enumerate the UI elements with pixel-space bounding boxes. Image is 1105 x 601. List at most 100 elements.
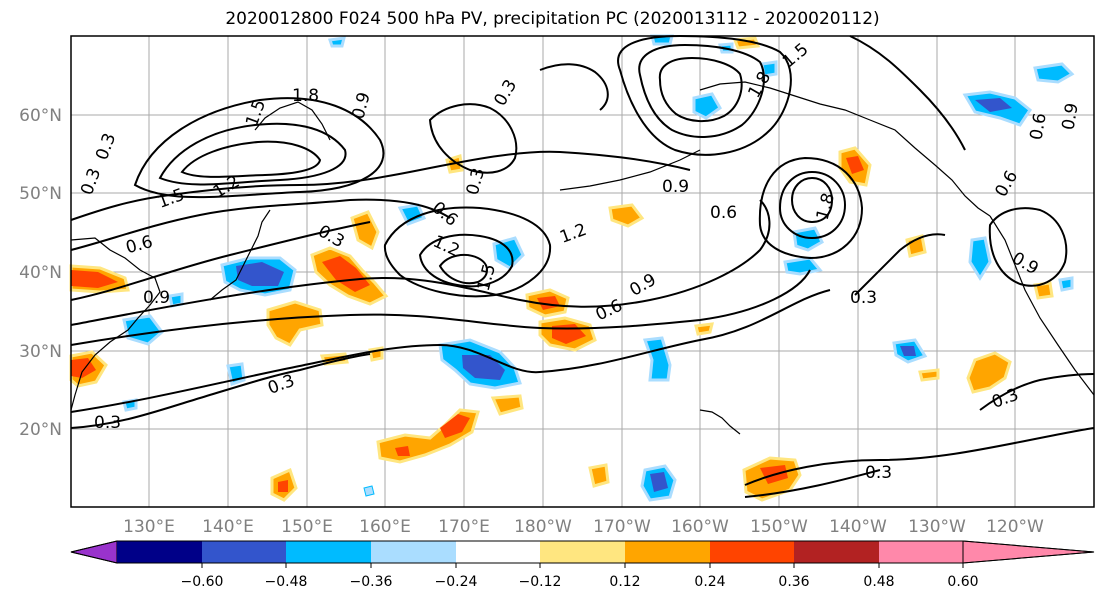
coastline-asia xyxy=(70,237,161,411)
colorbar-tick: 0.60 xyxy=(947,574,978,590)
colorbar: −0.60 −0.48 −0.36 −0.24 −0.12 0.12 0.24 … xyxy=(70,540,1095,590)
lon-label: 130°E xyxy=(123,517,175,537)
pv-contour-ring xyxy=(778,170,847,240)
colorbar-tick: 0.12 xyxy=(609,574,640,590)
lat-label: 50°N xyxy=(19,184,62,204)
colorbar-tick: 0.48 xyxy=(863,574,894,590)
colorbar-tick: −0.48 xyxy=(265,574,308,590)
pv-contour-ring xyxy=(758,156,864,260)
precip-positive-patch xyxy=(266,300,324,347)
pv-contour-ring xyxy=(180,140,322,178)
pv-contour-line xyxy=(849,35,966,151)
lat-label: 40°N xyxy=(19,263,62,283)
colorbar-tick: −0.24 xyxy=(435,574,478,590)
colorbar-tick: −0.12 xyxy=(519,574,562,590)
contour-label: 0.9 xyxy=(143,288,170,308)
pv-contour-line xyxy=(70,198,451,251)
lat-label: 60°N xyxy=(19,106,62,126)
lat-label: 20°N xyxy=(19,420,62,440)
lon-label: 150°E xyxy=(281,517,333,537)
colorbar-tick: 0.36 xyxy=(778,574,809,590)
lon-label: 140°E xyxy=(202,517,254,537)
lon-label: 130°W xyxy=(908,517,966,537)
precip-negative-patch xyxy=(328,36,346,48)
colorbar-segment xyxy=(286,541,371,563)
pv-contour-line xyxy=(70,221,371,301)
lon-label: 160°E xyxy=(359,517,411,537)
contour-label: 1.8 xyxy=(292,86,319,106)
precip-negative-patch xyxy=(1033,62,1075,84)
precip-negative-core xyxy=(236,262,284,286)
precip-positive-patch xyxy=(490,394,524,416)
precip-positive-patch xyxy=(966,351,1012,394)
colorbar-segment xyxy=(117,541,202,563)
contour-label: 0.6 xyxy=(710,203,737,223)
colorbar-extend-right xyxy=(962,540,1095,564)
precipitation-anomaly-patches xyxy=(69,34,1075,502)
precip-negative-patch xyxy=(968,236,992,281)
colorbar-ticks xyxy=(201,563,964,568)
pv-contour-ring xyxy=(383,206,552,298)
longitude-labels: 130°E 140°E 150°E 160°E 170°E 180°W 170°… xyxy=(123,517,1044,537)
colorbar-segment xyxy=(540,541,625,563)
precip-positive-core xyxy=(71,270,118,288)
contour-label: 0.3 xyxy=(850,288,877,308)
colorbar-tick: −0.60 xyxy=(181,574,224,590)
colorbar-tick: −0.36 xyxy=(350,574,393,590)
colorbar-segment xyxy=(710,541,794,563)
latitude-labels: 60°N 50°N 40°N 30°N 20°N xyxy=(19,106,62,440)
precip-negative-patch xyxy=(397,203,427,226)
precip-negative-core xyxy=(462,355,505,380)
precip-positive-core xyxy=(395,446,410,456)
coastlines xyxy=(70,81,1095,435)
map-border xyxy=(70,35,1095,508)
contour-label: 0.6 xyxy=(1026,111,1050,141)
pv-contour-line xyxy=(539,63,609,111)
precip-positive-patch xyxy=(918,368,940,382)
pv-contour-ring xyxy=(418,233,514,288)
coastline-hawaii xyxy=(699,409,741,435)
lon-label: 160°W xyxy=(671,517,729,537)
lon-label: 150°W xyxy=(750,517,808,537)
pv-contour-line xyxy=(70,289,831,413)
precip-positive-core xyxy=(440,414,470,438)
pv-contour-ring xyxy=(790,176,834,224)
colorbar-outline xyxy=(70,540,1095,564)
pv-contour-line xyxy=(744,427,1095,486)
colorbar-tick-labels: −0.60 −0.48 −0.36 −0.24 −0.12 0.12 0.24 … xyxy=(181,574,979,590)
lon-label: 120°W xyxy=(986,517,1044,537)
colorbar-segment xyxy=(625,541,710,563)
lon-label: 170°E xyxy=(438,517,490,537)
precip-negative-patch xyxy=(492,236,525,270)
precip-positive-core xyxy=(278,480,288,492)
coastline-aleutians xyxy=(559,149,701,191)
precip-positive-core xyxy=(71,358,96,378)
precip-positive-core xyxy=(537,296,560,310)
lon-label: 170°W xyxy=(593,517,651,537)
colorbar-segment xyxy=(202,541,286,563)
precip-negative-core xyxy=(650,472,668,492)
precip-positive-patch xyxy=(350,210,380,251)
precip-positive-core xyxy=(322,256,370,292)
pv-contour-line xyxy=(988,207,1068,287)
coastline-north-america xyxy=(989,215,1095,396)
colorbar-segment xyxy=(794,541,879,563)
colorbar-segment xyxy=(456,541,540,563)
pv-contour-line xyxy=(70,353,371,429)
contour-label: 0.9 xyxy=(662,177,689,197)
lon-label: 180°W xyxy=(514,517,572,537)
precip-negative-patch xyxy=(792,226,824,252)
colorbar-segment xyxy=(879,541,963,563)
pv-contour-ring xyxy=(438,253,488,285)
precip-positive-patch xyxy=(694,322,714,336)
precip-positive-patch xyxy=(608,203,645,228)
contour-label: 0.3 xyxy=(865,463,892,483)
coastline-kamchatka xyxy=(254,101,331,141)
colorbar-extend-left xyxy=(70,540,118,564)
coastline-japan xyxy=(209,209,271,301)
precip-negative-core xyxy=(975,98,1012,112)
precip-positive-core xyxy=(846,156,864,174)
pv-contour-line xyxy=(70,150,691,221)
lat-label: 30°N xyxy=(19,342,62,362)
lon-label: 140°W xyxy=(829,517,887,537)
